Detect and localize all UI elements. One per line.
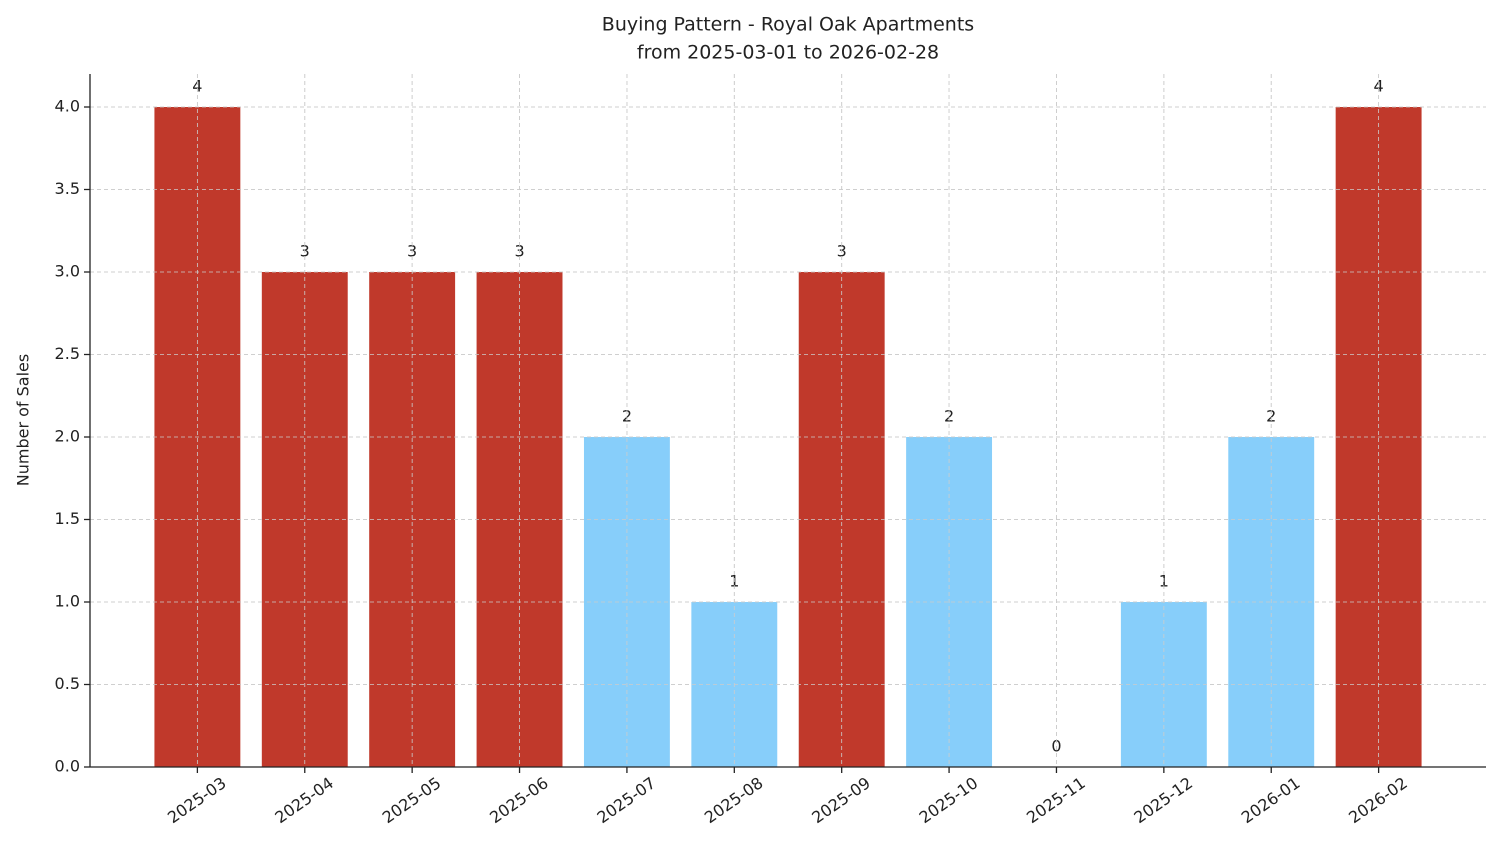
x-tick-label: 2026-02: [1345, 773, 1411, 827]
x-tick-label: 2025-03: [164, 773, 230, 827]
y-tick-label: 4.0: [55, 97, 80, 116]
x-tick-label: 2026-01: [1238, 773, 1304, 827]
chart-title: Buying Pattern - Royal Oak Apartments: [602, 14, 974, 36]
y-tick-label: 0.5: [55, 674, 80, 693]
y-tick-label: 0.0: [55, 757, 80, 776]
y-tick-label: 1.0: [55, 592, 80, 611]
value-label: 4: [192, 77, 202, 96]
x-tick-label: 2025-07: [594, 773, 660, 827]
y-tick-label: 2.0: [55, 427, 80, 446]
value-label: 4: [1374, 77, 1384, 96]
chart-subtitle: from 2025-03-01 to 2026-02-28: [637, 42, 939, 64]
x-tick-label: 2025-11: [1023, 773, 1089, 827]
x-tick-label: 2025-04: [271, 773, 337, 827]
x-tick-label: 2025-10: [916, 773, 982, 827]
y-tick-label: 1.5: [55, 509, 80, 528]
value-label: 2: [622, 407, 632, 426]
y-tick-label: 2.5: [55, 344, 80, 363]
y-tick-label: 3.0: [55, 262, 80, 281]
y-tick-label: 3.5: [55, 179, 80, 198]
x-tick-label: 2025-05: [379, 773, 445, 827]
x-tick-label: 2025-06: [486, 773, 552, 827]
y-axis-label: Number of Sales: [14, 354, 33, 486]
x-tick-label: 2025-12: [1130, 773, 1196, 827]
value-label: 2: [944, 407, 954, 426]
value-label: 2: [1266, 407, 1276, 426]
x-tick-label: 2025-08: [701, 773, 767, 827]
x-tick-label: 2025-09: [808, 773, 874, 827]
